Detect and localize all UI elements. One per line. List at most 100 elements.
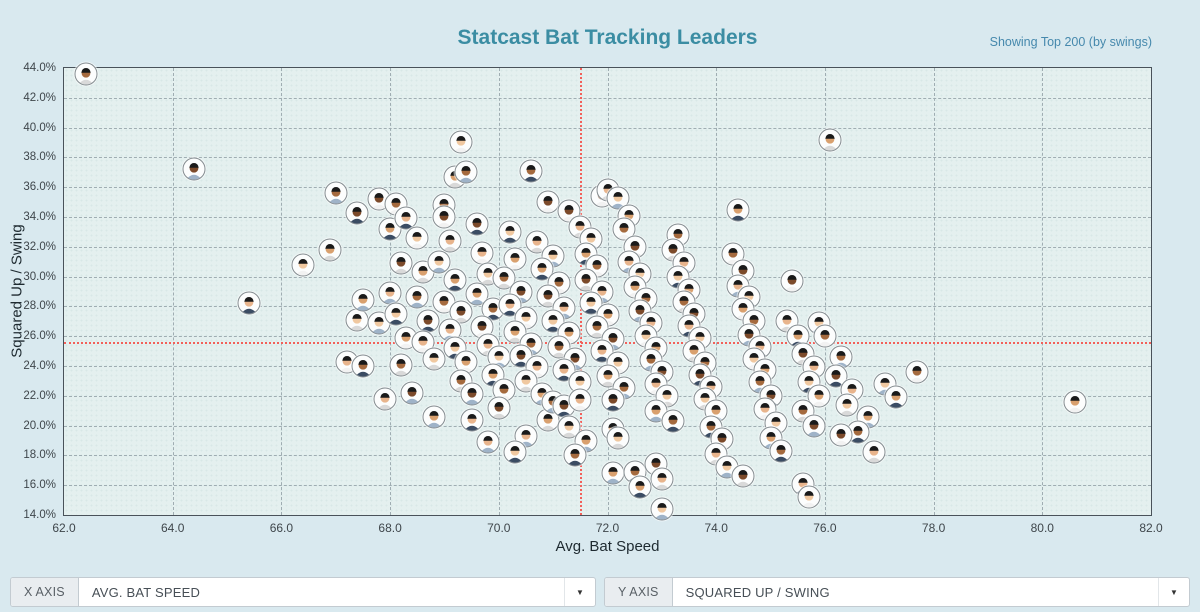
player-avatar[interactable] — [498, 293, 522, 317]
player-avatar[interactable] — [351, 288, 375, 312]
player-headshot-icon — [338, 355, 355, 373]
player-avatar[interactable] — [460, 382, 484, 406]
player-avatar[interactable] — [835, 393, 859, 417]
player-avatar[interactable] — [394, 206, 418, 230]
player-avatar[interactable] — [182, 157, 206, 181]
player-avatar[interactable] — [465, 212, 489, 236]
player-avatar[interactable] — [291, 253, 315, 277]
player-avatar[interactable] — [731, 464, 755, 488]
player-avatar[interactable] — [465, 282, 489, 306]
player-avatar[interactable] — [775, 309, 799, 333]
player-avatar[interactable] — [345, 308, 369, 332]
player-avatar[interactable] — [905, 360, 929, 384]
player-avatar[interactable] — [389, 353, 413, 376]
player-avatar[interactable] — [318, 238, 342, 262]
grid-line-horizontal — [64, 246, 1151, 248]
player-avatar[interactable] — [650, 497, 674, 521]
player-headshot-icon — [349, 313, 366, 331]
player-avatar[interactable] — [769, 439, 793, 463]
player-headshot-icon — [507, 446, 523, 463]
player-avatar[interactable] — [884, 385, 908, 409]
player-avatar[interactable] — [862, 440, 886, 464]
player-avatar[interactable] — [422, 405, 446, 429]
player-avatar[interactable] — [726, 198, 750, 222]
chevron-down-icon[interactable]: ▼ — [1158, 578, 1189, 606]
player-avatar[interactable] — [498, 220, 522, 244]
player-avatar[interactable] — [470, 241, 494, 265]
player-avatar[interactable] — [628, 475, 652, 499]
player-avatar[interactable] — [405, 285, 429, 309]
player-avatar[interactable] — [389, 251, 413, 275]
player-avatar[interactable] — [405, 226, 429, 250]
player-avatar[interactable] — [449, 300, 473, 324]
player-avatar[interactable] — [481, 297, 505, 321]
player-avatar[interactable] — [476, 262, 500, 286]
player-headshot-icon — [240, 297, 257, 314]
player-avatar[interactable] — [503, 440, 527, 464]
player-avatar[interactable] — [525, 230, 549, 254]
player-avatar[interactable] — [432, 205, 456, 229]
player-avatar[interactable] — [519, 159, 543, 183]
x-axis-selector[interactable]: X AXIS AVG. BAT SPEED ▼ — [10, 577, 596, 607]
player-avatar[interactable] — [367, 311, 391, 335]
player-avatar[interactable] — [601, 461, 625, 485]
player-avatar[interactable] — [661, 409, 685, 433]
player-avatar[interactable] — [824, 364, 848, 388]
player-headshot-icon — [512, 349, 529, 367]
player-avatar[interactable] — [378, 281, 402, 305]
player-avatar[interactable] — [416, 309, 440, 333]
player-avatar[interactable] — [818, 128, 842, 152]
player-avatar[interactable] — [438, 229, 462, 253]
player-avatar[interactable] — [237, 291, 261, 315]
grid-line-vertical — [716, 68, 718, 515]
player-avatar[interactable] — [601, 388, 625, 412]
player-headshot-icon — [420, 315, 437, 332]
player-headshot-icon — [730, 203, 746, 221]
player-avatar[interactable] — [476, 430, 500, 454]
player-avatar[interactable] — [802, 414, 826, 438]
player-avatar[interactable] — [443, 268, 467, 292]
player-headshot-icon — [349, 206, 366, 224]
player-avatar[interactable] — [1063, 390, 1087, 414]
player-avatar[interactable] — [666, 223, 690, 247]
player-avatar[interactable] — [563, 443, 587, 467]
player-headshot-icon — [376, 392, 393, 410]
player-avatar[interactable] — [373, 387, 397, 411]
x-tick-label: 74.0 — [704, 521, 728, 535]
player-avatar[interactable] — [351, 354, 375, 378]
player-avatar[interactable] — [530, 257, 554, 281]
player-avatar[interactable] — [514, 369, 538, 393]
player-avatar[interactable] — [606, 426, 630, 450]
player-avatar[interactable] — [345, 201, 369, 225]
player-avatar[interactable] — [557, 415, 581, 439]
player-avatar[interactable] — [422, 347, 446, 371]
chevron-down-icon[interactable]: ▼ — [564, 578, 595, 606]
player-avatar[interactable] — [324, 181, 348, 205]
player-avatar[interactable] — [487, 396, 511, 420]
player-headshot-icon — [393, 358, 409, 375]
player-headshot-icon — [463, 413, 480, 431]
player-avatar[interactable] — [460, 408, 484, 432]
player-headshot-icon — [605, 467, 621, 484]
player-avatar[interactable] — [807, 384, 831, 408]
player-avatar[interactable] — [449, 130, 473, 154]
player-avatar[interactable] — [791, 399, 815, 423]
player-avatar[interactable] — [568, 388, 592, 412]
player-avatar[interactable] — [650, 467, 674, 491]
player-avatar[interactable] — [829, 423, 853, 447]
player-avatar[interactable] — [454, 160, 478, 184]
player-avatar[interactable] — [829, 345, 853, 369]
player-avatar[interactable] — [780, 269, 804, 293]
player-avatar[interactable] — [797, 485, 821, 509]
player-headshot-icon — [409, 231, 426, 249]
player-avatar[interactable] — [74, 62, 98, 86]
player-avatar[interactable] — [492, 266, 516, 290]
player-avatar[interactable] — [813, 324, 837, 348]
player-avatar[interactable] — [400, 381, 424, 405]
player-avatar[interactable] — [427, 250, 451, 274]
player-avatar[interactable] — [384, 302, 408, 326]
player-avatar[interactable] — [536, 190, 560, 214]
player-headshot-icon — [833, 428, 850, 446]
y-tick-label: 16.0% — [23, 479, 56, 492]
y-axis-selector[interactable]: Y AXIS SQUARED UP / SWING ▼ — [604, 577, 1190, 607]
